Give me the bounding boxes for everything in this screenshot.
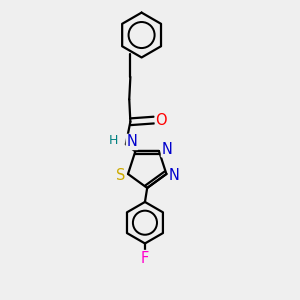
Text: O: O bbox=[155, 112, 167, 128]
Text: H: H bbox=[109, 134, 118, 147]
Text: S: S bbox=[116, 168, 125, 183]
Text: F: F bbox=[141, 250, 149, 266]
Text: N: N bbox=[169, 168, 180, 183]
Text: N: N bbox=[126, 134, 137, 149]
Text: N: N bbox=[161, 142, 172, 157]
